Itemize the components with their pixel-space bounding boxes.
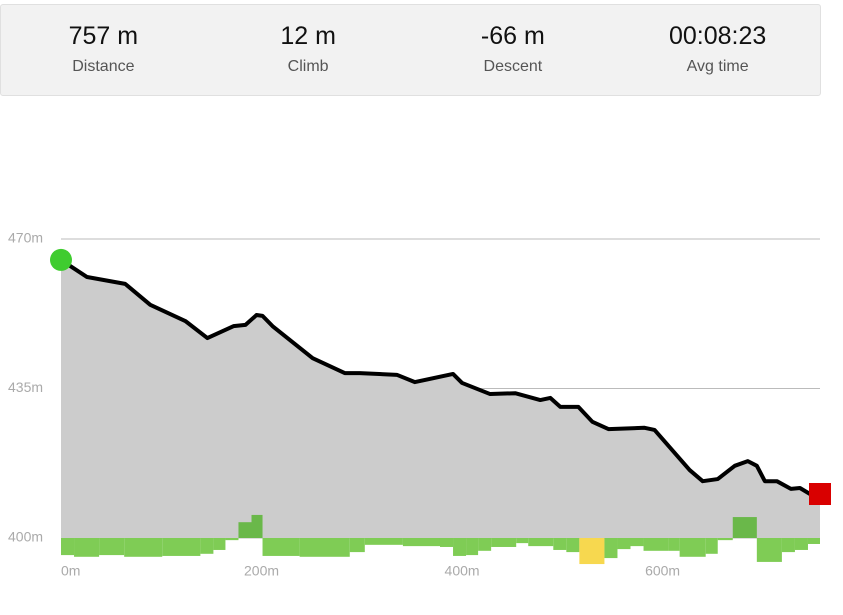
gradient-bar bbox=[238, 522, 252, 538]
x-tick-label: 600m bbox=[645, 563, 680, 579]
gradient-bar bbox=[124, 538, 163, 557]
gradient-bar bbox=[705, 538, 718, 554]
gradient-bar bbox=[630, 538, 644, 547]
gradient-bar bbox=[781, 538, 795, 553]
gradient-bar bbox=[213, 538, 226, 550]
x-tick-label: 400m bbox=[445, 563, 480, 579]
y-tick-label: 470m bbox=[8, 230, 43, 246]
gradient-bar bbox=[299, 538, 350, 557]
stat: 12 m Climb bbox=[206, 5, 411, 95]
stats-panel: 757 m Distance 12 m Climb -66 m Descent 00:08:… bbox=[0, 4, 821, 96]
gradient-bar bbox=[74, 538, 100, 557]
gradient-bar bbox=[262, 538, 300, 556]
gradient-bar bbox=[225, 538, 239, 541]
gradient-bar bbox=[794, 538, 808, 550]
gradient-bar bbox=[717, 538, 733, 541]
gradient-bar bbox=[162, 538, 201, 556]
gradient-bar bbox=[604, 538, 618, 559]
gradient-bar bbox=[516, 538, 529, 544]
stat-label: Descent bbox=[483, 58, 543, 75]
gradient-bar bbox=[491, 538, 517, 547]
stat-label: Distance bbox=[72, 58, 135, 75]
stat: -66 m Descent bbox=[411, 5, 616, 95]
gradient-bar bbox=[732, 517, 757, 538]
gradient-bar bbox=[251, 514, 263, 538]
gradient-bar bbox=[579, 538, 605, 565]
start-marker bbox=[50, 248, 72, 271]
x-tick-label: 0m bbox=[61, 563, 80, 579]
gradient-bar bbox=[807, 538, 820, 544]
gradient-bar bbox=[453, 538, 467, 556]
stat: 00:08:23 Avg time bbox=[615, 5, 820, 95]
gradient-bar bbox=[99, 538, 125, 556]
gradient-bar bbox=[617, 538, 631, 550]
gradient-bar bbox=[61, 538, 75, 556]
gradient-bar bbox=[528, 538, 554, 547]
stat-label: Avg time bbox=[686, 58, 749, 75]
x-tick-label: 200m bbox=[244, 563, 279, 579]
stat-value: 12 m bbox=[280, 22, 336, 50]
gradient-bar bbox=[439, 538, 454, 547]
gradient-bar bbox=[643, 538, 669, 551]
gradient-bar bbox=[679, 538, 706, 557]
area bbox=[61, 259, 820, 538]
end-marker bbox=[809, 483, 831, 506]
stat-value: 757 m bbox=[68, 22, 139, 50]
gradient-bar bbox=[668, 538, 680, 551]
gradient-bar bbox=[478, 538, 492, 551]
stat: 757 m Distance bbox=[1, 5, 206, 95]
gradient-bar bbox=[756, 538, 782, 562]
gradient-bar bbox=[349, 538, 365, 553]
y-tick-label: 400m bbox=[8, 529, 43, 545]
stat-value: -66 m bbox=[480, 22, 545, 50]
gradient-bar bbox=[553, 538, 567, 550]
gradient-bar bbox=[364, 538, 403, 545]
stat-value: 00:08:23 bbox=[668, 22, 767, 50]
gradient-bar bbox=[466, 538, 479, 556]
elevation-line bbox=[59, 258, 820, 497]
gradient-bar bbox=[402, 538, 440, 547]
y-tick-label: 435m bbox=[8, 379, 43, 395]
gradient-bar bbox=[200, 538, 214, 554]
stat-label: Climb bbox=[287, 58, 329, 75]
gradient-bar bbox=[566, 538, 580, 553]
